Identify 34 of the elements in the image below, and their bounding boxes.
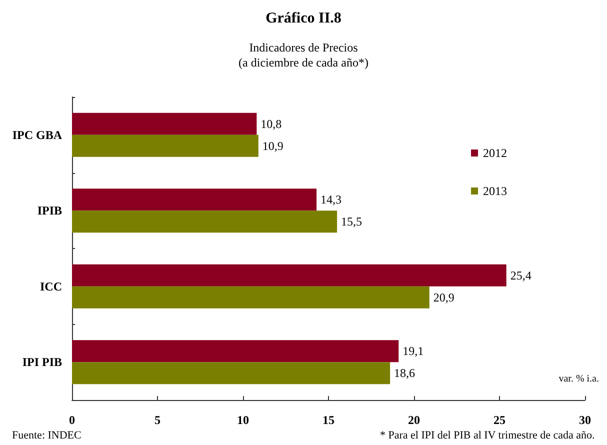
x-tick-label: 15	[322, 413, 334, 427]
y-tick-label: IPIB	[37, 204, 62, 218]
data-label: 20,9	[433, 290, 454, 304]
source-note: Fuente: INDEC	[12, 430, 82, 442]
bar	[72, 264, 506, 286]
bar	[72, 286, 430, 308]
data-label: 18,6	[394, 366, 416, 380]
x-tick-label: 20	[408, 413, 420, 427]
chart-title: Gráfico II.8	[266, 10, 342, 26]
bar	[72, 112, 257, 135]
text: * Para el IPI del PIB al IV trimestre de cada año.	[380, 430, 596, 442]
bar	[72, 210, 338, 233]
y-tick-label: ICC	[40, 279, 62, 294]
chart-subtitle: Indicadores de Precios (a diciembre de cada año*)	[238, 40, 368, 70]
bar	[72, 340, 399, 362]
x-tick-label: 10	[237, 413, 249, 427]
y-tick-label: IPI PIB	[22, 355, 62, 370]
x-tick-label: 0	[69, 413, 75, 427]
data-label: 19,1	[402, 344, 424, 358]
data-label: 10,9	[262, 138, 284, 153]
annotation: var. % i.a.	[558, 374, 599, 384]
x-tick-label: 5	[154, 413, 160, 427]
legend-label: 2012	[483, 146, 507, 160]
bar	[72, 188, 317, 211]
y-tick-label: IPC GBA	[12, 128, 62, 142]
data-label: 14,3	[320, 192, 342, 207]
legend-label: 2013	[483, 184, 507, 198]
bar	[72, 134, 258, 157]
x-tick-label: 25	[494, 413, 506, 427]
data-label: 25,4	[510, 268, 532, 282]
bar	[72, 362, 390, 384]
data-label: 15,5	[341, 214, 362, 229]
data-label: 10,8	[260, 116, 282, 131]
x-tick-label: 30	[579, 413, 591, 427]
